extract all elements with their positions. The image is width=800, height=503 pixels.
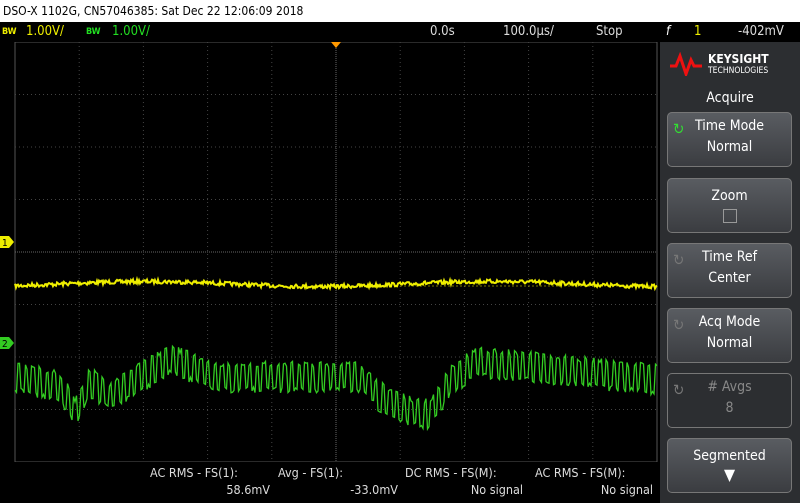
softkey-value: Normal	[706, 335, 753, 351]
measure-value: No signal	[470, 482, 523, 497]
ch1-marker	[0, 236, 14, 248]
cycle-icon: ↻	[673, 381, 685, 399]
ch1-trace	[14, 275, 658, 292]
softkey-label: Segmented	[693, 448, 766, 464]
brand-logo	[670, 52, 702, 76]
trigger-icon: f	[666, 24, 671, 39]
softkey[interactable]: Zoom	[667, 178, 792, 233]
softkey-value: Center	[708, 270, 751, 286]
softkey-value: 8	[725, 400, 734, 416]
time-offset: 0.0s	[430, 24, 455, 39]
softkey-label: # Avgs	[707, 379, 752, 395]
cycle-icon: ↻	[673, 251, 685, 269]
softkey-value: Normal	[706, 139, 753, 155]
cycle-icon: ↻	[673, 120, 685, 138]
softkey[interactable]: Time Ref Center ↻	[667, 243, 792, 298]
trigger-level: -402mV	[738, 24, 784, 39]
run-state: Stop	[596, 24, 623, 39]
ch1-label: 1	[2, 238, 8, 249]
menu-title: Acquire	[706, 90, 754, 106]
title-bar: DSO-X 1102G, CN57046385: Sat Dec 22 12:0…	[0, 0, 800, 22]
measurement-bar	[0, 462, 660, 503]
down-arrow: ▼	[723, 465, 736, 484]
ch2-scale: 1.00V/	[112, 24, 150, 39]
measure-value: -33.0mV	[350, 482, 398, 497]
softkey-label: Acq Mode	[698, 314, 761, 330]
measure-value: No signal	[600, 482, 653, 497]
softkey[interactable]: Time Mode Normal ↻	[667, 112, 792, 167]
measure-value: 58.6mV	[226, 482, 270, 497]
trigger-marker	[331, 42, 341, 48]
softkey-label: Time Ref	[701, 249, 758, 265]
waveform-display: 12	[0, 42, 658, 462]
bw-badge: BW	[86, 27, 101, 37]
measure-label: DC RMS - FS(M):	[405, 465, 497, 480]
time-scale: 100.0µs/	[503, 24, 554, 39]
bw-badge: BW	[2, 27, 17, 37]
measure-label: AC RMS - FS(1):	[150, 465, 238, 480]
brand-sub: TECHNOLOGIES	[708, 66, 769, 76]
measure-label: Avg - FS(1):	[278, 465, 344, 480]
brand-name: KEYSIGHT	[708, 52, 769, 66]
softkey[interactable]: # Avgs 8 ↻	[667, 373, 792, 428]
ch2-marker	[0, 337, 14, 349]
softkey[interactable]: Acq Mode Normal ↻	[667, 308, 792, 363]
ch2-trace	[14, 344, 658, 432]
zoom-box	[723, 209, 737, 223]
softkey-label: Time Mode	[694, 118, 765, 134]
measure-label: AC RMS - FS(M):	[535, 465, 626, 480]
trigger-source: 1	[694, 24, 702, 39]
cycle-icon: ↻	[673, 316, 685, 334]
ch2-label: 2	[2, 339, 8, 350]
softkey[interactable]: Segmented ▼	[667, 438, 792, 493]
ch1-scale: 1.00V/	[26, 24, 64, 39]
softkey-label: Zoom	[711, 188, 748, 204]
